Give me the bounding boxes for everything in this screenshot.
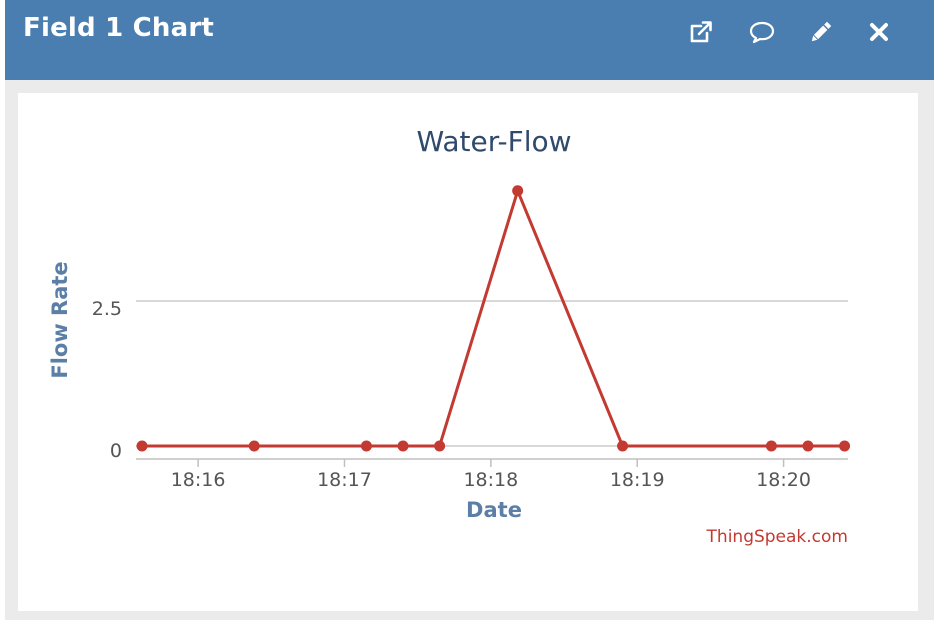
edit-button[interactable] bbox=[805, 16, 837, 48]
gridlines bbox=[136, 300, 848, 447]
y-tick-label-0: 0 bbox=[110, 440, 122, 462]
data-point[interactable] bbox=[360, 440, 372, 452]
x-tick-label: 18:19 bbox=[610, 469, 665, 491]
data-point[interactable] bbox=[434, 440, 446, 452]
y-axis-title: Flow Rate bbox=[48, 261, 72, 378]
data-point[interactable] bbox=[397, 440, 409, 452]
line-chart: Water-Flow 18:16 18:17 18:18 18:19 18:20 2.5… bbox=[48, 125, 851, 547]
comment-icon bbox=[749, 21, 775, 44]
data-point[interactable] bbox=[839, 440, 851, 452]
series-water-flow bbox=[136, 185, 851, 452]
x-axis-title: Date bbox=[466, 498, 522, 522]
widget-header: Field 1 Chart bbox=[5, 0, 934, 80]
x-tick-label: 18:20 bbox=[756, 469, 811, 491]
chart-title: Water-Flow bbox=[417, 125, 572, 158]
external-link-icon bbox=[690, 21, 712, 43]
x-tick-label: 18:17 bbox=[317, 469, 372, 491]
x-tick-label: 18:18 bbox=[463, 469, 518, 491]
open-external-button[interactable] bbox=[685, 16, 717, 48]
close-button[interactable] bbox=[863, 16, 895, 48]
widget-title: Field 1 Chart bbox=[23, 13, 215, 43]
series-line bbox=[142, 186, 845, 448]
data-point[interactable] bbox=[512, 185, 524, 197]
data-point[interactable] bbox=[802, 440, 814, 452]
data-point[interactable] bbox=[765, 440, 777, 452]
x-axis-ticks: 18:16 18:17 18:18 18:19 18:20 bbox=[171, 459, 811, 491]
pencil-icon bbox=[811, 21, 832, 42]
close-icon bbox=[870, 23, 888, 41]
comment-button[interactable] bbox=[746, 16, 778, 48]
x-tick-label: 18:16 bbox=[171, 469, 226, 491]
chart-panel: Water-Flow 18:16 18:17 18:18 18:19 18:20 2.5… bbox=[18, 93, 918, 611]
y-tick-label-2.5: 2.5 bbox=[92, 298, 122, 320]
credit-link[interactable]: ThingSpeak.com bbox=[706, 527, 848, 547]
chart-widget: Field 1 Chart bbox=[5, 0, 934, 620]
data-point[interactable] bbox=[136, 440, 148, 452]
data-point[interactable] bbox=[617, 440, 629, 452]
data-point[interactable] bbox=[248, 440, 260, 452]
